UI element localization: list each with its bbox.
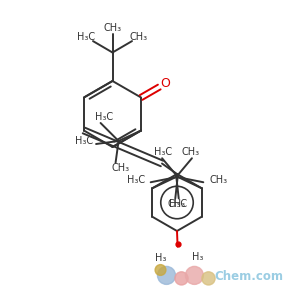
Circle shape [175,272,188,285]
Text: H₃C: H₃C [169,200,187,209]
Circle shape [155,265,166,275]
Text: CH₃: CH₃ [111,163,129,173]
Circle shape [158,266,175,284]
Text: H₃: H₃ [155,253,167,263]
Text: H₃C: H₃C [77,32,95,42]
Text: CH₃: CH₃ [167,200,185,209]
Text: H₃C: H₃C [94,112,112,122]
Text: H₃C: H₃C [127,176,145,185]
Text: CH₃: CH₃ [103,22,122,33]
Text: H₃: H₃ [192,252,204,262]
Text: H₃C: H₃C [75,136,93,146]
Circle shape [202,272,215,285]
Text: H₃C: H₃C [154,147,172,157]
Text: CH₃: CH₃ [130,32,148,42]
Text: Chem.com: Chem.com [214,269,284,283]
Text: CH₃: CH₃ [182,147,200,157]
Circle shape [185,266,203,284]
Text: O: O [160,77,170,90]
Text: CH₃: CH₃ [209,176,227,185]
